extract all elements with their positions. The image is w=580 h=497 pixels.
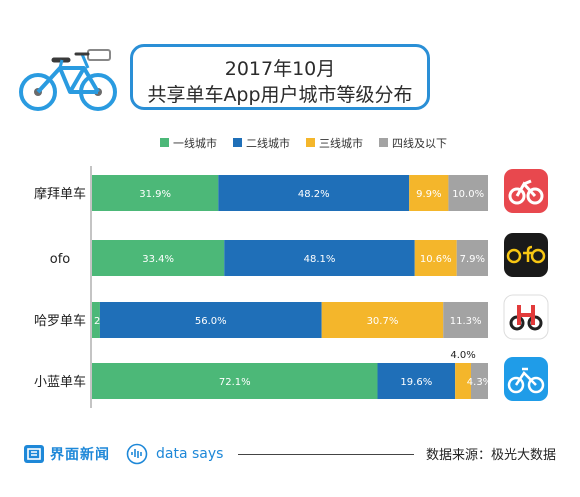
chart-title: 共享单车App用户城市等级分布 — [147, 84, 413, 106]
data-label-2-1: 56.0% — [195, 316, 227, 327]
bar-3-1 — [377, 363, 456, 399]
bar-0-0 — [92, 175, 219, 211]
data-says-icon — [126, 443, 148, 465]
bar-2-3 — [443, 302, 488, 338]
bar-2-1 — [99, 302, 322, 338]
bar-2-0 — [92, 302, 100, 338]
title-box: 2017年10月 共享单车App用户城市等级分布 — [130, 44, 430, 110]
ofo-icon — [504, 233, 548, 277]
legend-swatch-0 — [160, 138, 169, 147]
category-label-0: 摩拜单车 — [34, 186, 86, 202]
bar-0-2 — [409, 175, 449, 211]
legend-swatch-2 — [306, 138, 315, 147]
legend-label-2: 三线城市 — [319, 136, 363, 150]
legend-label-3: 四线及以下 — [392, 136, 447, 150]
data-label-1-3: 7.9% — [460, 254, 485, 265]
data-label-2-2: 30.7% — [367, 316, 399, 327]
data-label-0-2: 9.9% — [416, 189, 441, 200]
category-label-1: ofo — [50, 252, 71, 267]
data-label-2-3: 11.3% — [450, 316, 482, 327]
mobike-icon — [504, 169, 548, 213]
bar-0-3 — [448, 175, 488, 211]
category-label-2: 哈罗单车 — [34, 313, 86, 329]
hellobike-icon — [503, 294, 549, 340]
bar-2-2 — [321, 302, 444, 338]
bar-3-3 — [470, 363, 488, 399]
jiemian-logo-icon — [24, 445, 44, 463]
bar-0-1 — [218, 175, 410, 211]
footer-divider — [238, 454, 414, 455]
legend-label-1: 二线城市 — [246, 136, 290, 150]
bar-1-3 — [456, 240, 488, 276]
footer-brand: 界面新闻 data says — [24, 441, 223, 467]
legend-label-0: 一线城市 — [173, 136, 217, 150]
data-says-label: data says — [156, 446, 224, 462]
data-label-0-3: 10.0% — [452, 189, 484, 200]
data-label-1-2: 10.6% — [420, 254, 452, 265]
data-label-3-0: 72.1% — [219, 377, 251, 388]
data-label-1-0: 33.4% — [142, 254, 174, 265]
chart-title-date: 2017年10月 — [224, 58, 336, 80]
bar-1-0 — [92, 240, 225, 276]
data-label-0-1: 48.2% — [298, 189, 330, 200]
bar-3-2 — [455, 363, 471, 399]
data-label-3-2: 4.0% — [450, 350, 475, 361]
legend-swatch-1 — [233, 138, 242, 147]
legend-swatch-3 — [379, 138, 388, 147]
data-label-3-3: 4.3% — [467, 377, 492, 388]
bluegogo-icon — [504, 357, 548, 401]
brand-name: 界面新闻 — [50, 447, 110, 463]
data-label-1-1: 48.1% — [304, 254, 336, 265]
bar-1-1 — [224, 240, 415, 276]
category-label-3: 小蓝单车 — [34, 374, 86, 390]
bar-1-2 — [414, 240, 457, 276]
data-label-3-1: 19.6% — [400, 377, 432, 388]
data-source: 数据来源：极光大数据 — [425, 448, 556, 463]
bike-icon — [19, 49, 117, 111]
data-label-0-0: 31.9% — [139, 189, 171, 200]
bar-3-0 — [92, 363, 378, 399]
